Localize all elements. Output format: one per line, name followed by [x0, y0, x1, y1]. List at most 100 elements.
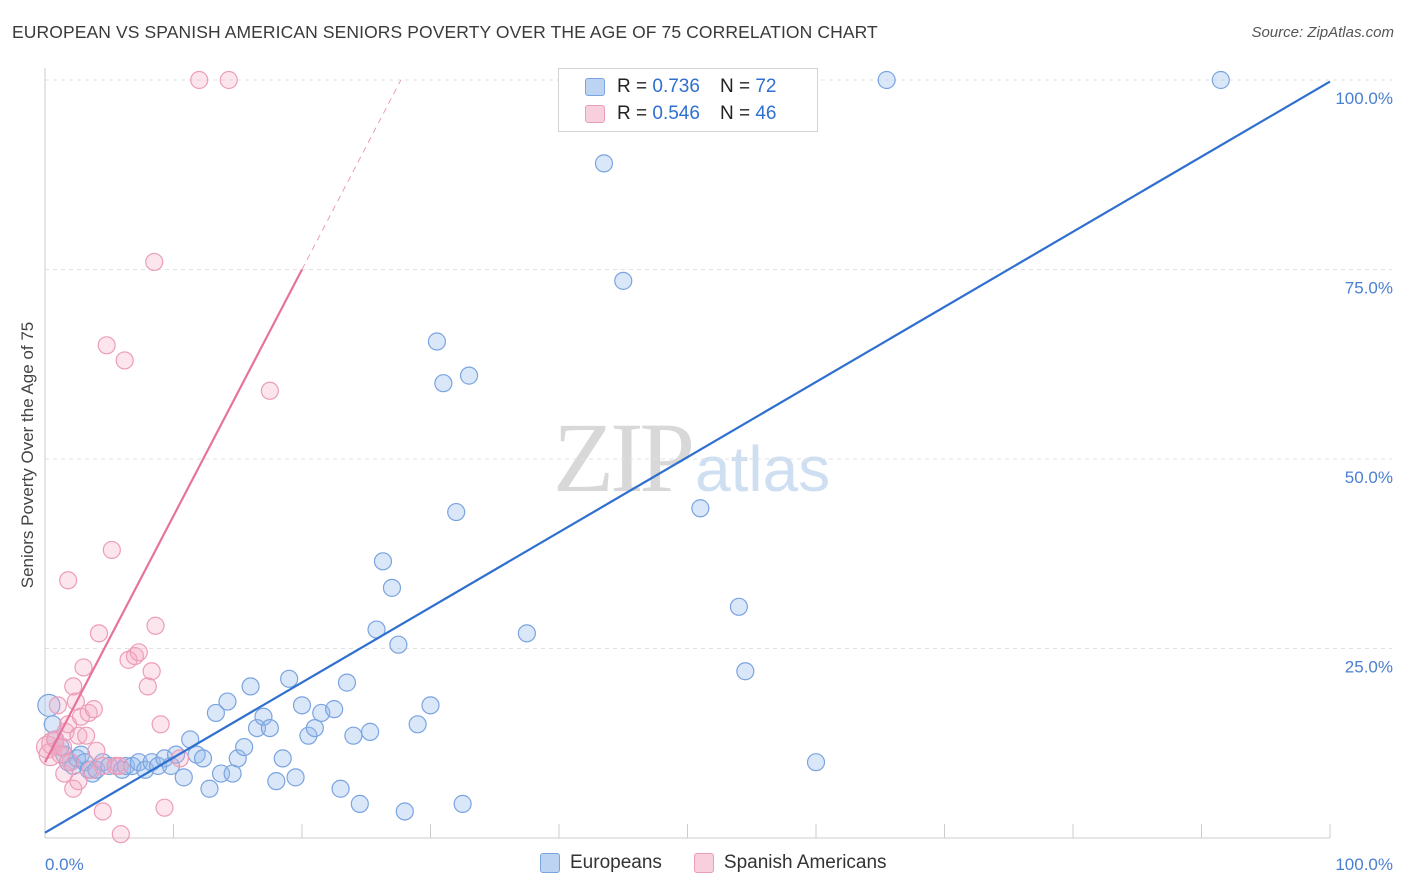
european-point	[235, 737, 254, 757]
legend-label-europeans: Europeans	[570, 852, 662, 873]
legend-swatch-spanish	[693, 853, 714, 873]
spanish-point	[142, 662, 161, 681]
european-point	[434, 374, 453, 393]
european-point	[594, 154, 614, 173]
spanish-point	[55, 764, 74, 783]
spanish-point	[61, 753, 80, 772]
legend-swatch-spanish	[585, 105, 605, 123]
spanish-point	[48, 696, 67, 715]
european-point	[254, 707, 273, 726]
spanish-trend-extension	[301, 79, 402, 270]
european-point	[218, 692, 237, 711]
spanish-point	[145, 252, 164, 272]
european-point	[427, 332, 447, 351]
european-point	[373, 552, 393, 571]
spanish-point	[219, 70, 238, 90]
european-point	[305, 718, 324, 738]
european-point	[241, 677, 260, 696]
european-point	[280, 669, 299, 688]
spanish-point	[129, 643, 148, 662]
spanish-point	[77, 726, 96, 745]
spanish-point	[87, 741, 106, 760]
legend-r-label: R =	[617, 103, 648, 124]
spanish-point	[260, 381, 279, 400]
spanish-trend-line	[44, 268, 303, 763]
y-tick-label: 25.0%	[1345, 658, 1393, 677]
y-tick-label: 75.0%	[1345, 279, 1393, 298]
european-point	[325, 700, 344, 719]
spanish-point	[89, 624, 109, 643]
european-point	[228, 749, 247, 768]
european-point	[174, 768, 193, 787]
legend-label-spanish: Spanish Americans	[723, 852, 887, 873]
european-point	[331, 779, 350, 798]
spanish-point	[93, 802, 112, 821]
spanish-point	[151, 715, 170, 734]
spanish-point	[69, 772, 88, 791]
legend-row-europeans: R = 0.736 N = 72	[585, 74, 776, 100]
y-tick-label: 50.0%	[1345, 468, 1393, 487]
spanish-point	[97, 336, 116, 355]
european-point	[193, 749, 213, 768]
legend-n-value-spanish: 46	[755, 103, 777, 124]
european-point	[206, 703, 226, 723]
spanish-point	[146, 616, 165, 635]
spanish-point	[74, 658, 93, 677]
european-point	[877, 70, 896, 90]
european-point	[1211, 70, 1230, 90]
european-point	[247, 718, 267, 738]
legend-r-value-spanish: 0.546	[652, 103, 700, 124]
legend-swatch-europeans	[540, 853, 560, 873]
legend-row-spanish: R = 0.546 N = 46	[585, 101, 776, 127]
spanish-point	[53, 737, 73, 757]
y-tick-label: 100.0%	[1335, 89, 1393, 108]
spanish-point	[110, 756, 129, 776]
european-trend-line	[44, 80, 1331, 834]
european-point	[382, 578, 402, 597]
european-point	[691, 499, 710, 518]
spanish-point	[106, 756, 125, 776]
european-point	[459, 366, 479, 385]
legend-swatch-europeans	[585, 78, 605, 96]
legend-item-europeans[interactable]: Europeans	[540, 852, 662, 874]
european-point	[447, 502, 466, 522]
legend-r-value-europeans: 0.736	[652, 76, 700, 97]
european-point	[292, 696, 312, 715]
chart-title: EUROPEAN VS SPANISH AMERICAN SENIORS POV…	[12, 22, 878, 42]
stats-legend: R = 0.736 N = 72 R = 0.546 N = 46	[558, 68, 818, 132]
european-point	[408, 715, 427, 734]
european-point	[223, 764, 242, 783]
european-point	[389, 635, 408, 654]
european-point	[350, 794, 369, 813]
legend-r-label: R =	[617, 76, 648, 97]
legend-item-spanish[interactable]: Spanish Americans	[693, 852, 887, 874]
european-point	[200, 779, 219, 798]
spanish-point	[115, 351, 134, 370]
spanish-point	[84, 700, 103, 719]
european-point	[736, 662, 755, 681]
series-legend: Europeans Spanish Americans	[540, 852, 919, 874]
european-point	[517, 624, 536, 643]
european-point	[267, 772, 286, 791]
european-point	[273, 749, 292, 768]
x-tick-label: 0.0%	[45, 855, 84, 874]
spanish-point	[102, 540, 121, 560]
watermark-atlas: atlas	[695, 433, 831, 505]
european-point	[337, 673, 357, 692]
european-point	[395, 802, 414, 821]
x-tick-label: 100.0%	[1335, 855, 1393, 874]
european-point	[361, 722, 380, 741]
european-point	[806, 753, 826, 772]
european-point	[729, 597, 749, 616]
spanish-point	[64, 677, 83, 696]
spanish-point	[190, 70, 209, 90]
european-point	[299, 726, 318, 745]
spanish-point	[69, 726, 88, 745]
european-point	[286, 768, 305, 787]
source-label: Source: ZipAtlas.com	[1251, 24, 1394, 41]
spanish-point	[138, 677, 157, 696]
spanish-point	[155, 798, 174, 817]
spanish-point	[111, 825, 130, 844]
legend-n-label: N =	[719, 76, 751, 97]
